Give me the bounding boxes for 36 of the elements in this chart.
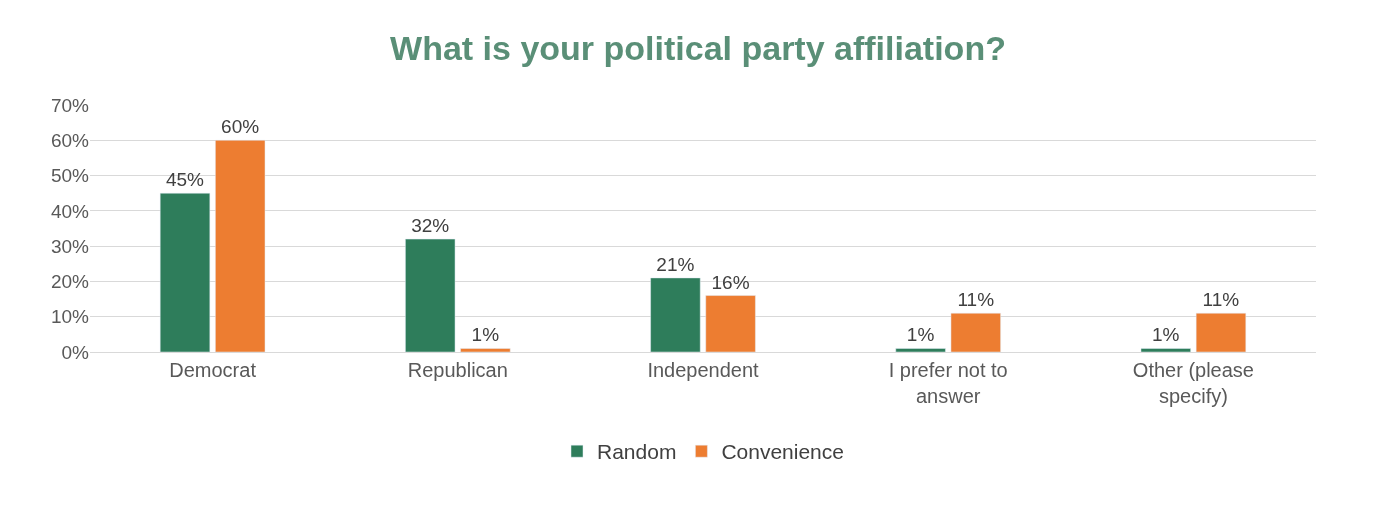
data-label: 11% bbox=[1202, 289, 1240, 311]
bar bbox=[1140, 348, 1191, 352]
data-label: 1% bbox=[906, 324, 935, 346]
bar bbox=[950, 312, 1001, 352]
y-tick-label: 20% bbox=[50, 271, 90, 293]
data-label: 45% bbox=[165, 169, 205, 191]
bar bbox=[159, 192, 211, 352]
legend-label: Random bbox=[597, 440, 677, 464]
y-tick-label: 50% bbox=[50, 165, 90, 187]
data-label: 1% bbox=[471, 324, 500, 346]
bar bbox=[1195, 312, 1247, 352]
bar bbox=[650, 277, 701, 352]
x-tick-label: Democrat bbox=[169, 359, 257, 381]
y-tick-label: 0% bbox=[61, 341, 90, 363]
x-tick-label: Independent bbox=[647, 359, 760, 381]
bar bbox=[460, 348, 511, 352]
y-tick-label: 30% bbox=[50, 235, 90, 257]
y-tick-label: 70% bbox=[50, 94, 90, 116]
y-tick-label: 10% bbox=[50, 306, 90, 328]
y-tick-label: 60% bbox=[50, 129, 90, 151]
x-tick-label: Other (please specify) bbox=[1132, 359, 1254, 407]
data-label: 21% bbox=[656, 253, 695, 275]
data-label: 1% bbox=[1152, 324, 1180, 346]
data-label: 11% bbox=[957, 289, 995, 311]
bar bbox=[215, 140, 266, 352]
legend-label: Convenience bbox=[721, 440, 844, 464]
y-tick-label: 40% bbox=[50, 200, 90, 222]
data-label: 32% bbox=[411, 215, 450, 237]
x-tick-label: I prefer not to answer bbox=[888, 359, 1008, 407]
data-label: 16% bbox=[711, 271, 750, 293]
bar bbox=[895, 348, 946, 352]
bar bbox=[405, 238, 456, 352]
chart-title: What is your political party affiliation? bbox=[390, 28, 1006, 67]
x-tick-label: Republican bbox=[407, 359, 508, 381]
data-label: 60% bbox=[221, 116, 260, 138]
bar bbox=[705, 295, 756, 352]
